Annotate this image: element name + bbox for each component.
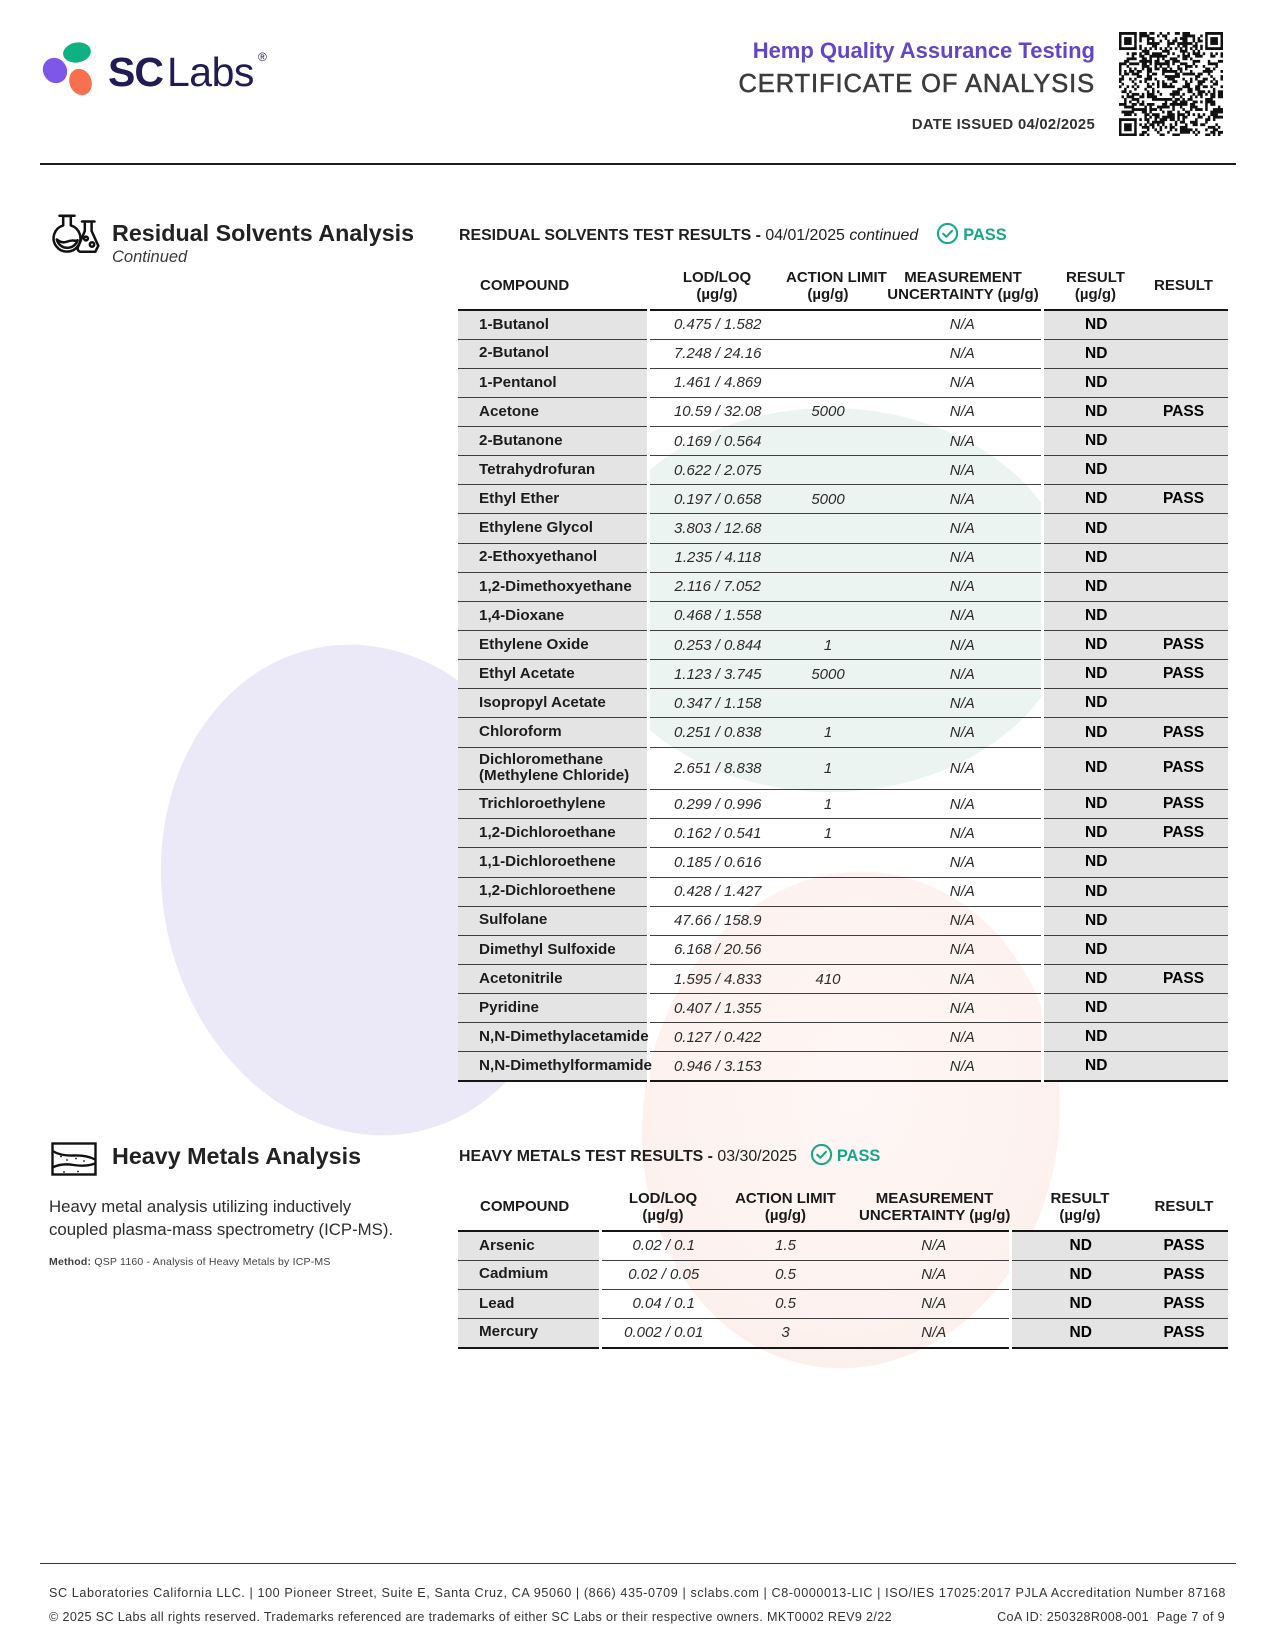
svg-text:®: ® [258,50,267,64]
svg-text:Labs: Labs [167,49,254,95]
svg-text:SC: SC [108,49,163,95]
